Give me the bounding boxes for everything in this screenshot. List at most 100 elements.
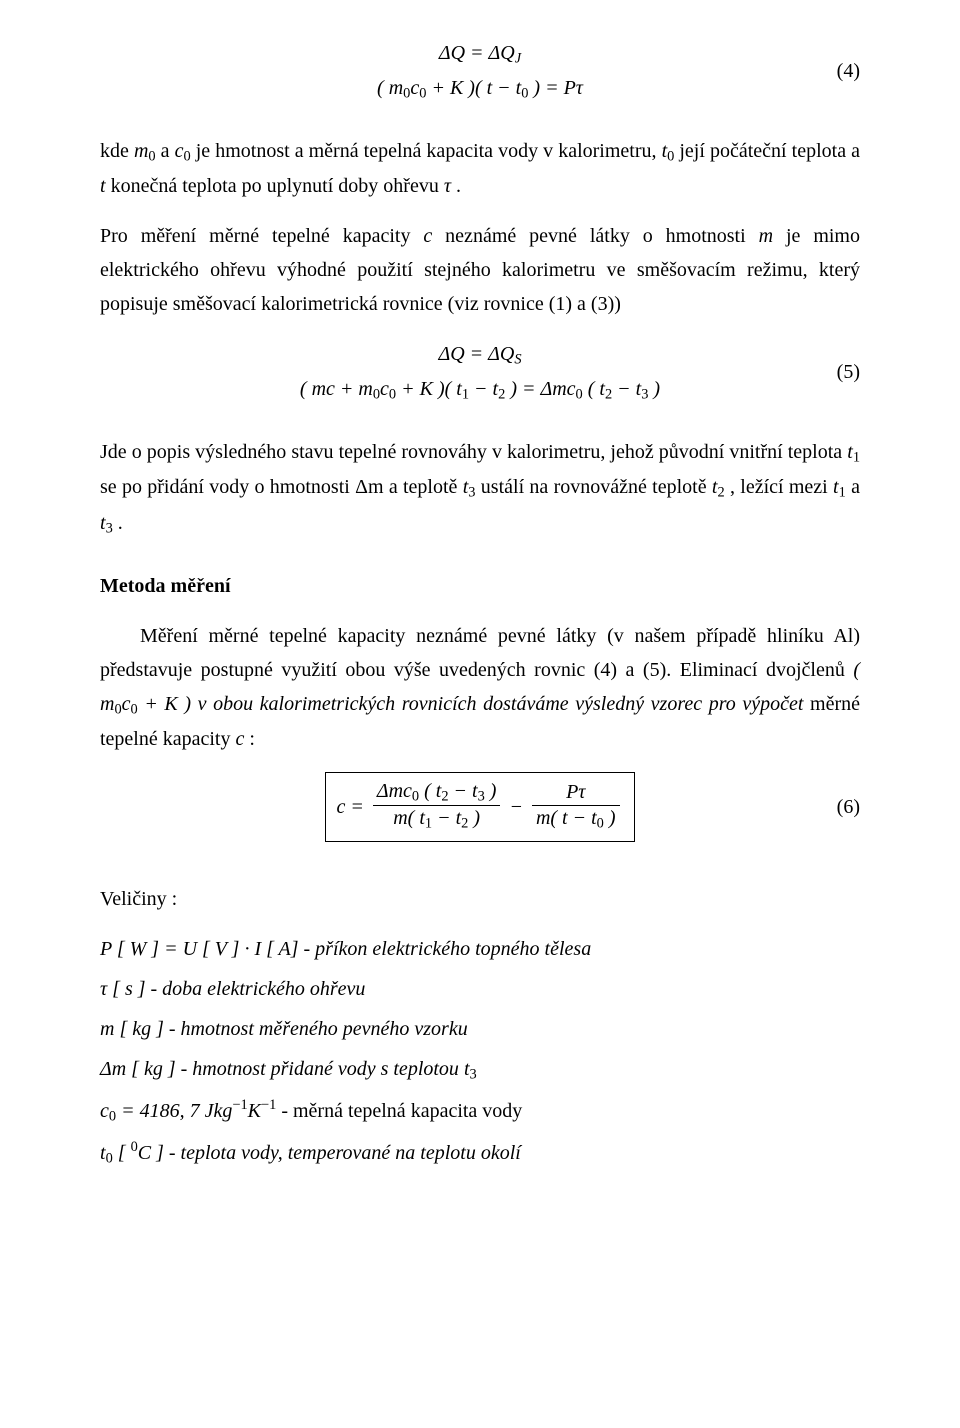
p1-pre: kde	[100, 140, 134, 162]
eq4-line1-sub: J	[515, 51, 521, 67]
eq4-l2d: ) = Pτ	[528, 77, 583, 99]
p2-l1b: neznámé pevné látky o hmotnosti	[432, 225, 758, 247]
equation-4-number: (4)	[837, 54, 860, 88]
eq6-n1s3: 3	[478, 788, 485, 804]
eq4-line1: ΔQ = ΔQ	[439, 42, 515, 64]
equation-5-body: ΔQ = ΔQS ( mc + m0c0 + K )( t1 − t2 ) = …	[100, 337, 860, 407]
qty-t0-b: [	[113, 1142, 131, 1164]
eq6-d2s0: 0	[597, 815, 604, 831]
eq5-s5: 0	[576, 387, 583, 403]
equation-4: ΔQ = ΔQJ ( m0c0 + K )( t − t0 ) = Pτ (4)	[100, 36, 860, 106]
equation-5-number: (5)	[837, 355, 860, 389]
p2-l1a: Pro měření měrné tepelné kapacity	[100, 225, 423, 247]
p3-l2b: se po přidání vody o hmotnosti	[100, 476, 355, 498]
p2-l3: popisuje směšovací kalorimetrická rovnic…	[100, 293, 621, 315]
eq5-line1-sub: S	[514, 352, 521, 368]
p3-l3c: .	[113, 512, 123, 534]
qty-dm: Δm [ kg ] - hmotnost přidané vody s tepl…	[100, 1052, 860, 1087]
qty-c0: c0 = 4186, 7 Jkg−1K−1 - měrná tepelná ka…	[100, 1093, 860, 1129]
equation-6-box: c = Δmc0 ( t2 − t3 ) m( t1 − t2 ) − Pτ m…	[325, 772, 634, 842]
eq6-n1d: )	[485, 780, 497, 802]
p2-c: c	[423, 225, 432, 247]
p3-t3s: 3	[468, 485, 475, 501]
eq6-n1a: Δmc	[377, 780, 412, 802]
p3-t2s: 2	[717, 485, 724, 501]
eq6-d2a: m( t − t	[536, 807, 597, 829]
p4-colon: :	[244, 728, 255, 750]
qty-t0: t0 [ 0C ] - teplota vody, temperované na…	[100, 1135, 860, 1171]
qty-tau-text: τ [ s ] - doba elektrického ohřevu	[100, 978, 365, 1000]
p2-l2: elektrického ohřevu výhodné použití stej…	[100, 259, 860, 281]
eq6-n1c: − t	[449, 780, 478, 802]
equation-4-body: ΔQ = ΔQJ ( m0c0 + K )( t − t0 ) = Pτ	[100, 36, 860, 106]
eq6-frac2-num: Pτ	[532, 780, 620, 806]
eq6-n1s2: 2	[441, 788, 448, 804]
p1-m0: m	[134, 140, 148, 162]
eq6-n1b: ( t	[419, 780, 441, 802]
p1-l2b: konečná teplota po uplynutí doby ohřevu	[106, 175, 444, 197]
eq6-d1c: )	[468, 807, 480, 829]
eq6-frac2: Pτ m( t − t0 )	[532, 780, 620, 835]
equation-5: ΔQ = ΔQS ( mc + m0c0 + K )( t1 − t2 ) = …	[100, 337, 860, 407]
eq5-d: − t	[469, 378, 498, 400]
eq5-a: ( mc + m	[300, 378, 373, 400]
p4-l1: Měření měrné tepelné kapacity neznámé pe…	[140, 625, 860, 647]
qty-c0-s: 0	[109, 1108, 116, 1124]
p4-s2: 0	[131, 701, 138, 717]
p1-c0s: 0	[183, 149, 190, 165]
eq4-l2b: c	[410, 77, 419, 99]
p4-s1: 0	[114, 701, 121, 717]
para-after-eq5: Jde o popis výsledného stavu tepelné rov…	[100, 435, 860, 540]
eq6-d1b: − t	[432, 807, 461, 829]
para-method: Měření měrné tepelné kapacity neznámé pe…	[100, 619, 860, 756]
eq5-s1: 0	[373, 387, 380, 403]
quantities-list: P [ W ] = U [ V ] · I [ A] - příkon elek…	[100, 932, 860, 1171]
p1-mid2: její počáteční	[674, 140, 786, 162]
eq5-f: ( t	[583, 378, 605, 400]
qty-dm-t3s: 3	[470, 1066, 477, 1082]
eq6-n1s0: 0	[412, 788, 419, 804]
eq5-line1: ΔQ = ΔQ	[438, 343, 514, 365]
p2-m: m	[759, 225, 773, 247]
eq6-d1a: m( t	[393, 807, 425, 829]
eq5-h: )	[648, 378, 660, 400]
qty-dm-text: Δm [ kg ] - hmotnost přidané vody s tepl…	[100, 1058, 464, 1080]
p3-l3a: mezi	[789, 476, 833, 498]
eq4-l2c: + K )( t − t	[426, 77, 521, 99]
p1-m0s: 0	[148, 149, 155, 165]
qty-P: P [ W ] = U [ V ] · I [ A] - příkon elek…	[100, 932, 860, 966]
p3-t1bs: 1	[839, 485, 846, 501]
eq5-g: − t	[612, 378, 641, 400]
eq5-b: c	[380, 378, 389, 400]
p4-l3b: c	[122, 693, 131, 715]
p3-t1s: 1	[853, 450, 860, 466]
p4-l2: představuje postupné využití obou výše u…	[100, 659, 845, 681]
eq6-frac2-den: m( t − t0 )	[532, 806, 620, 835]
p1-and: a	[156, 140, 175, 162]
p1-mid1: je hmotnost a měrná tepelná kapacita vod…	[191, 140, 662, 162]
eq6-minus: −	[509, 796, 528, 818]
section-method-head: Metoda měření	[100, 569, 860, 603]
p1-l2a: teplota a	[792, 140, 860, 162]
qty-c0-a: c	[100, 1100, 109, 1122]
qty-m-text: m [ kg ] - hmotnost měřeného pevného vzo…	[100, 1018, 468, 1040]
p2-l1c: je mimo	[773, 225, 860, 247]
p1-dot: .	[451, 175, 461, 197]
eq6-frac1-num: Δmc0 ( t2 − t3 )	[373, 779, 501, 807]
equation-6-body: c = Δmc0 ( t2 − t3 ) m( t1 − t2 ) − Pτ m…	[100, 772, 860, 842]
equation-6: c = Δmc0 ( t2 − t3 ) m( t1 − t2 ) − Pτ m…	[100, 772, 860, 842]
para-before-eq5: Pro měření měrné tepelné kapacity c nezn…	[100, 219, 860, 321]
p1-tau: τ	[444, 175, 451, 197]
quantities-head: Veličiny :	[100, 882, 860, 916]
eq6-d2b: )	[604, 807, 616, 829]
qty-c0-c: K	[248, 1100, 261, 1122]
eq6-lead: c =	[336, 796, 368, 818]
p3-dm: Δm	[355, 476, 383, 498]
eq5-c: + K )( t	[396, 378, 462, 400]
qty-tau: τ [ s ] - doba elektrického ohřevu	[100, 972, 860, 1006]
p3-l1: Jde o popis výsledného stavu tepelné rov…	[100, 441, 842, 463]
eq5-e: ) = Δmc	[505, 378, 575, 400]
p3-t3bs: 3	[106, 520, 113, 536]
eq6-frac1-den: m( t1 − t2 )	[373, 806, 501, 835]
qty-m: m [ kg ] - hmotnost měřeného pevného vzo…	[100, 1012, 860, 1046]
